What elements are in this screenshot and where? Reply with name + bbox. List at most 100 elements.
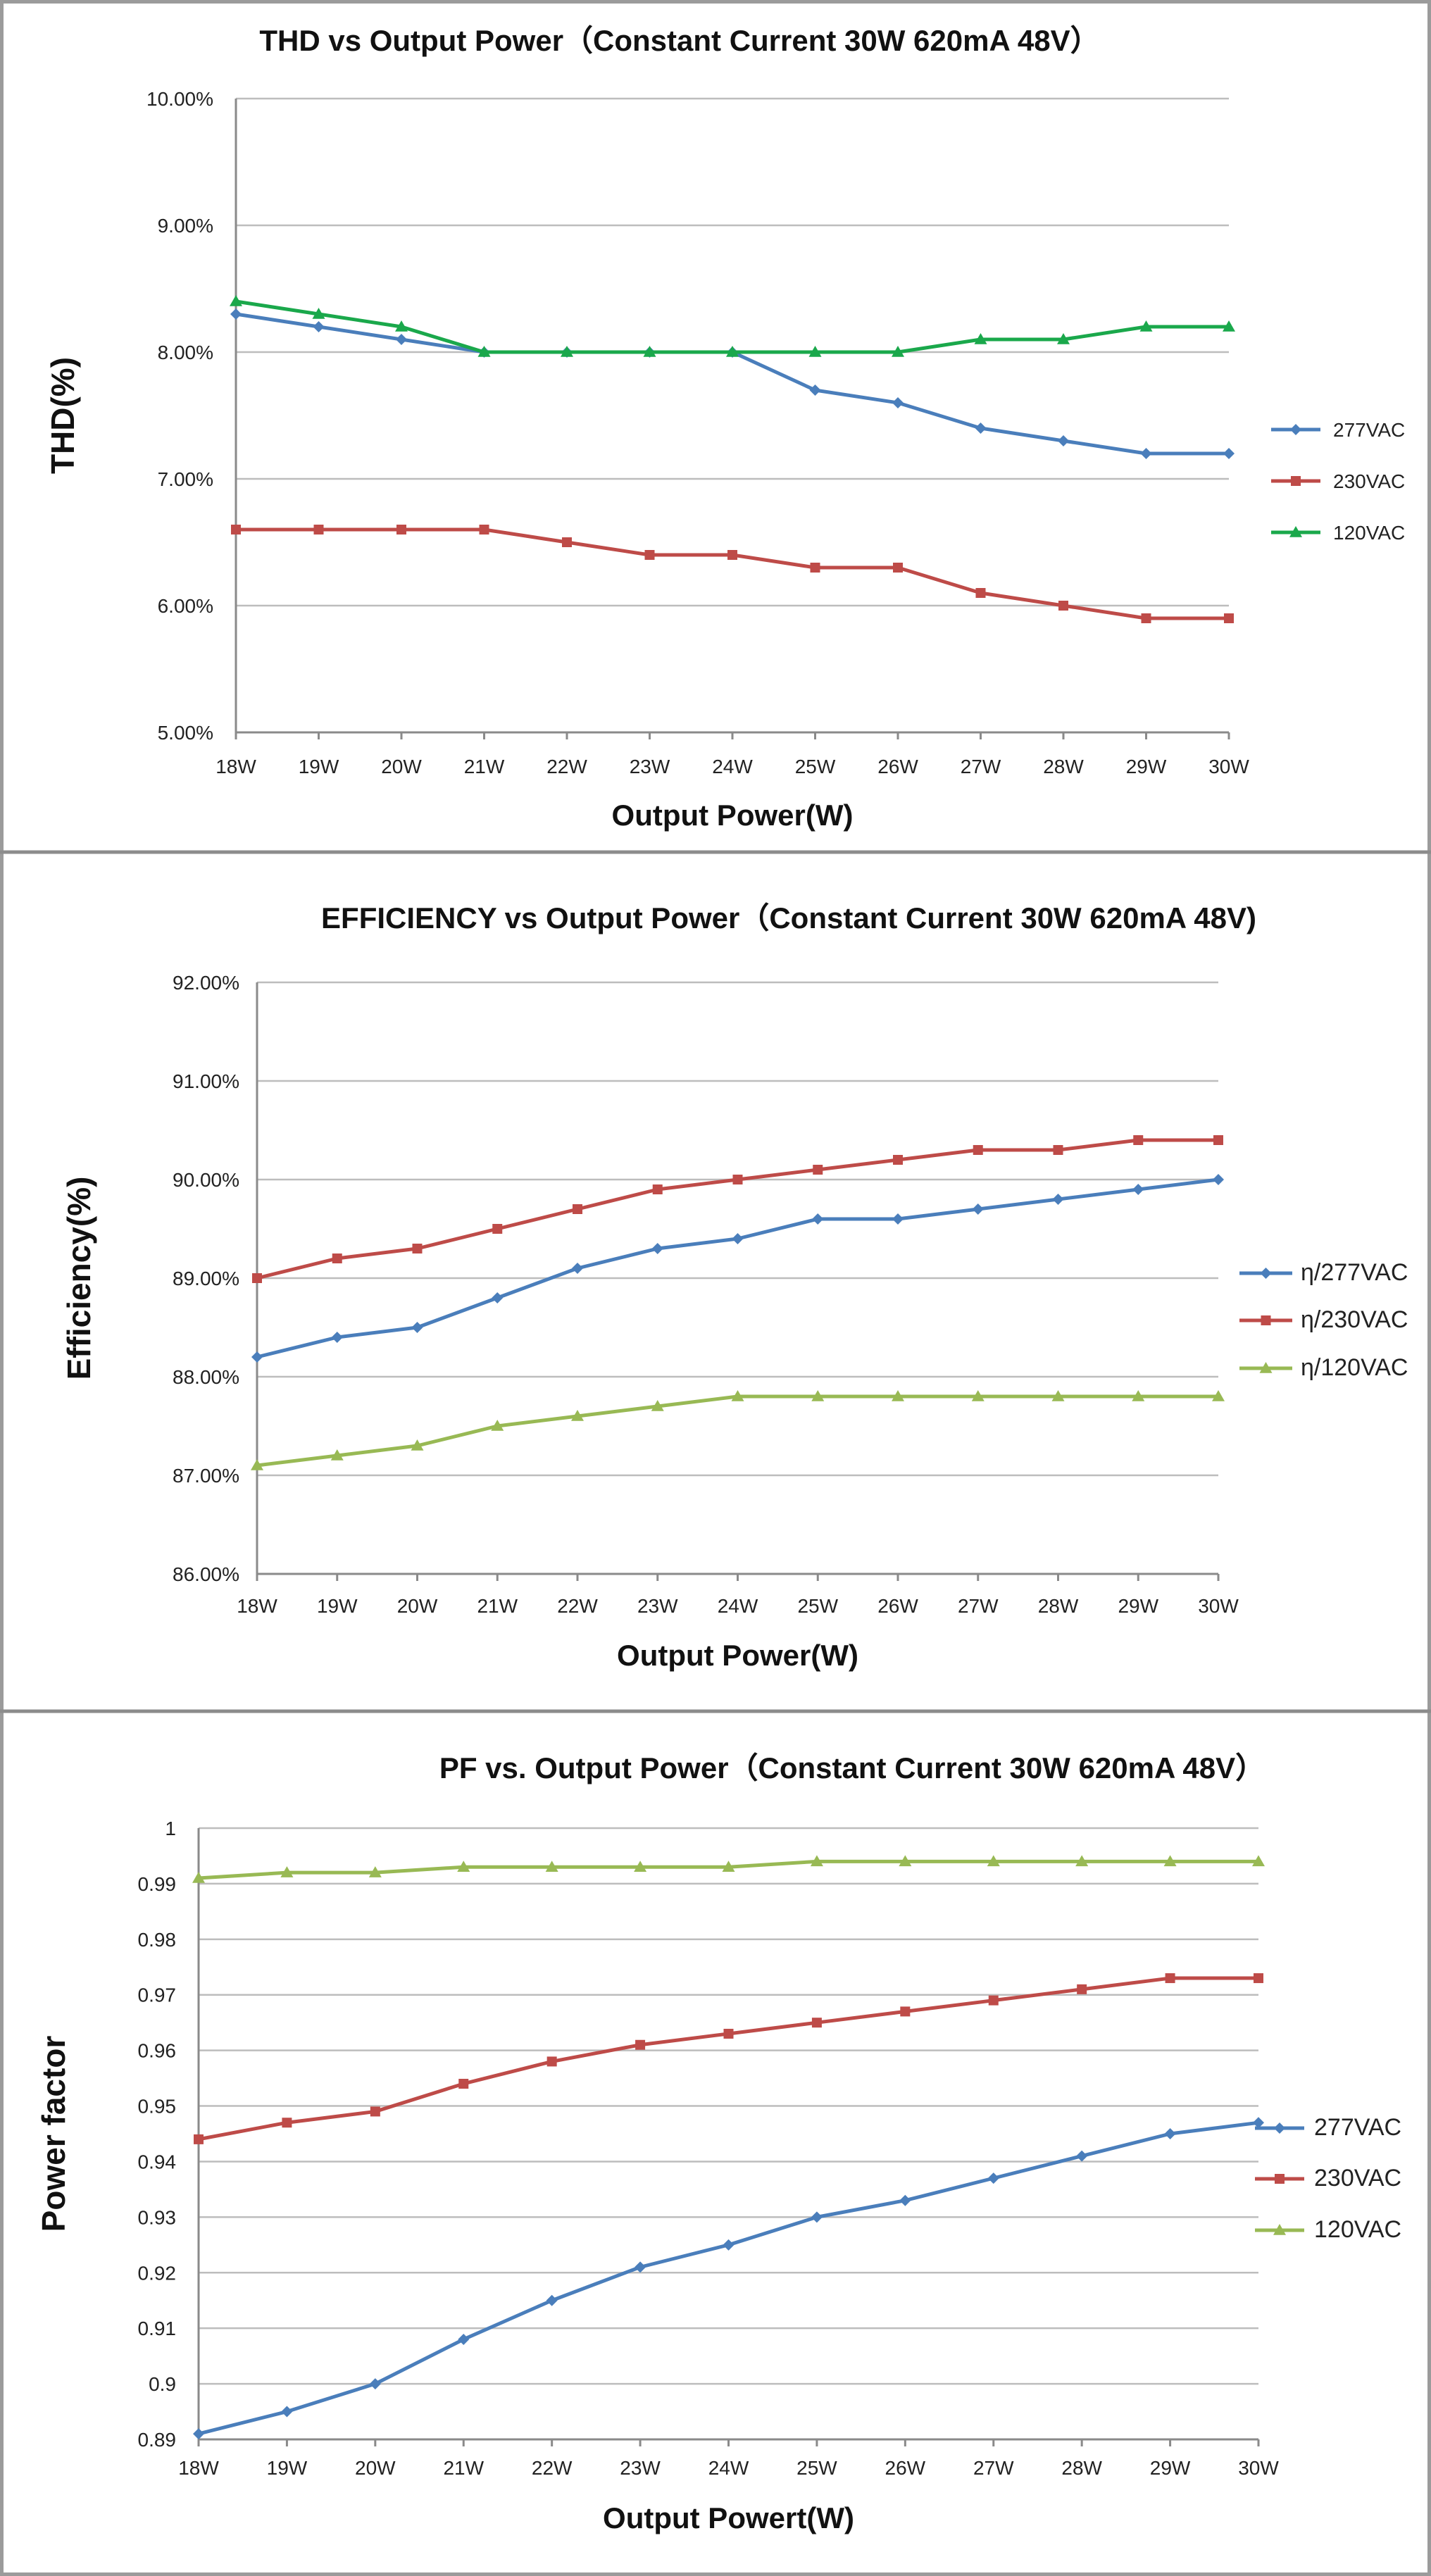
data-point (643, 346, 656, 357)
data-point (726, 346, 739, 357)
data-point (573, 1204, 582, 1214)
legend-label: 120VAC (1333, 522, 1405, 544)
y-tick-label: 0.94 (138, 2151, 177, 2172)
x-tick-label: 24W (708, 2457, 749, 2479)
data-point (811, 1390, 825, 1401)
data-point (458, 2333, 470, 2345)
data-point (1140, 448, 1152, 459)
y-tick-label: 0.96 (138, 2040, 177, 2062)
data-point (368, 1866, 382, 1877)
data-point (546, 2056, 557, 2067)
x-tick-label: 29W (1150, 2457, 1191, 2479)
data-point (479, 525, 489, 534)
series-1 (231, 525, 1234, 623)
legend-marker (1275, 2174, 1285, 2184)
data-point (900, 2006, 911, 2017)
data-point (971, 1390, 985, 1401)
data-point (561, 346, 573, 357)
data-point (252, 1273, 262, 1283)
data-point (1224, 613, 1234, 623)
data-point (1058, 601, 1068, 611)
legend-label: η/230VAC (1301, 1306, 1408, 1333)
data-point (892, 346, 904, 357)
legend-label: 120VAC (1314, 2216, 1401, 2243)
data-point (635, 2261, 646, 2273)
y-axis-title: Efficiency(%) (61, 1177, 97, 1380)
x-tick-label: 29W (1126, 756, 1167, 777)
data-point (281, 2406, 293, 2418)
data-point (251, 1459, 263, 1470)
x-tick-label: 29W (1118, 1595, 1158, 1617)
data-point (975, 423, 987, 434)
x-tick-label: 22W (532, 2457, 573, 2479)
legend-marker (1274, 2122, 1285, 2134)
data-point (899, 2194, 911, 2206)
y-tick-label: 0.95 (138, 2096, 177, 2118)
y-tick-label: 9.00% (158, 215, 213, 237)
y-tick-label: 91.00% (173, 1070, 239, 1092)
data-point (644, 550, 655, 560)
x-tick-label: 27W (958, 1595, 999, 1617)
series-0 (251, 1174, 1224, 1363)
data-point (809, 384, 821, 396)
x-axis-title: Output Power(W) (617, 1639, 858, 1672)
series-0 (193, 2117, 1264, 2440)
x-tick-label: 23W (620, 2457, 661, 2479)
series-line (255, 1394, 1220, 1468)
data-point (723, 2028, 734, 2039)
y-tick-label: 10.00% (146, 88, 213, 110)
x-tick-label: 22W (557, 1595, 598, 1617)
y-tick-label: 0.93 (138, 2206, 177, 2228)
y-tick-label: 0.99 (138, 1873, 177, 1895)
series-line (234, 312, 1231, 456)
data-point (1075, 1855, 1089, 1867)
data-point (975, 588, 986, 598)
x-tick-label: 28W (1038, 1595, 1079, 1617)
y-tick-label: 0.97 (138, 1984, 177, 2006)
legend-entry: 277VAC (1271, 419, 1405, 441)
data-point (396, 525, 406, 534)
x-tick-label: 21W (477, 1595, 518, 1617)
x-axis-title: Output Powert(W) (603, 2501, 854, 2534)
x-tick-label: 27W (961, 756, 1001, 777)
data-point (1223, 320, 1235, 332)
y-tick-label: 0.98 (138, 1929, 177, 1951)
y-tick-label: 90.00% (173, 1169, 239, 1191)
data-point (974, 333, 987, 344)
data-point (810, 1855, 823, 1867)
x-tick-label: 25W (797, 1595, 838, 1617)
data-point (1163, 1855, 1177, 1867)
legend-marker (1291, 476, 1301, 486)
data-point (369, 2378, 381, 2390)
data-point (892, 397, 904, 408)
x-tick-label: 20W (355, 2457, 396, 2479)
chart-title: THD vs Output Power（Constant Current 30W… (259, 24, 1099, 57)
data-point (312, 308, 325, 319)
series-2 (230, 295, 1235, 357)
x-tick-label: 24W (712, 756, 753, 777)
x-tick-label: 18W (215, 756, 256, 777)
legend-marker (1260, 1268, 1272, 1279)
legend-marker (1289, 526, 1302, 537)
series-line (196, 2120, 1261, 2436)
legend-label: 230VAC (1333, 470, 1405, 492)
legend-entry: 120VAC (1255, 2216, 1401, 2243)
data-point (313, 525, 324, 534)
series-2 (192, 1855, 1265, 1883)
series-1 (252, 1135, 1223, 1283)
data-point (1077, 1984, 1087, 1994)
data-point (477, 346, 491, 357)
x-tick-label: 26W (885, 2457, 926, 2479)
data-point (893, 563, 903, 573)
legend-marker (1261, 1315, 1271, 1325)
data-point (723, 2239, 735, 2251)
series-0 (230, 308, 1235, 459)
data-point (652, 1184, 663, 1194)
legend-entry: 277VAC (1255, 2114, 1401, 2141)
y-tick-label: 87.00% (173, 1465, 239, 1487)
data-point (1132, 1390, 1145, 1401)
data-point (1053, 1145, 1063, 1155)
y-tick-label: 89.00% (173, 1268, 239, 1289)
